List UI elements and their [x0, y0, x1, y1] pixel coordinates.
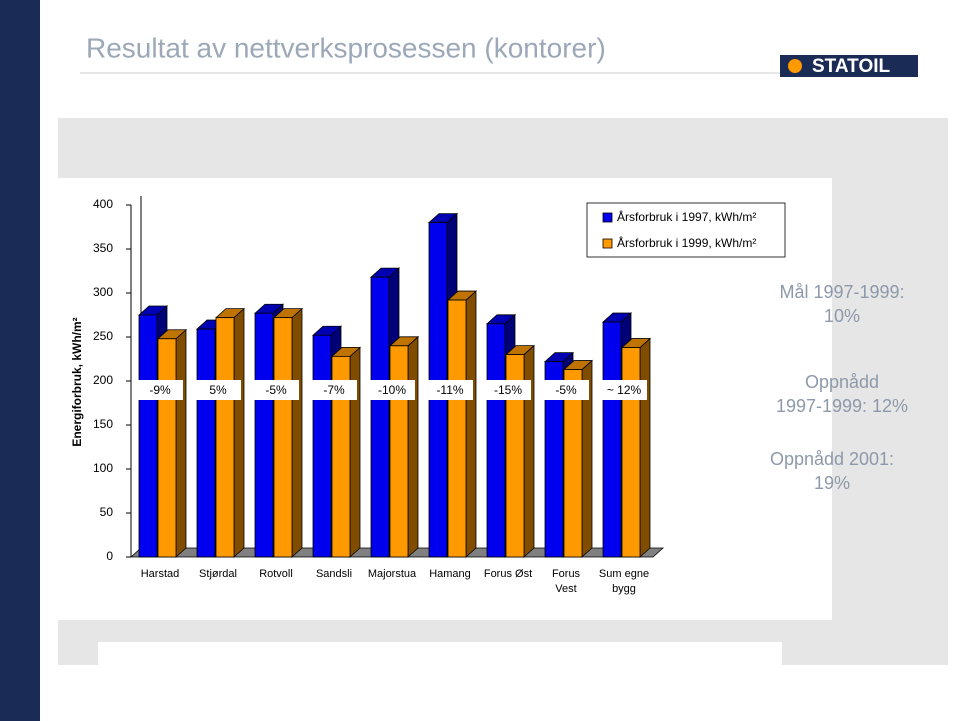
x-tick-label: Forus Øst: [484, 568, 532, 580]
note: Oppnådd 1997-1999: 12%: [776, 372, 908, 416]
bar-front: [563, 369, 583, 558]
bar-side: [639, 337, 651, 558]
bar-front: [389, 345, 409, 558]
bar: [504, 344, 536, 558]
y-tick-label: 250: [93, 329, 113, 343]
y-tick-label: 300: [93, 285, 113, 299]
note: Oppnådd 2001: 19%: [770, 449, 894, 493]
bar-front: [215, 317, 235, 558]
x-tick-label: Stjørdal: [199, 568, 237, 580]
logo-text: STATOIL: [812, 56, 891, 77]
bar: [156, 328, 188, 558]
bar-front: [447, 299, 467, 558]
y-tick-label: 350: [93, 241, 113, 255]
bar-side: [407, 335, 419, 558]
change-box: [369, 380, 415, 400]
bar-side: [523, 344, 535, 558]
bar-side: [175, 328, 187, 558]
change-box: [427, 380, 473, 400]
logo-box: [780, 55, 918, 77]
bar-front: [505, 354, 525, 558]
change-label: -9%: [149, 383, 171, 397]
y-tick-label: 200: [93, 373, 113, 387]
bar-front: [254, 312, 274, 558]
bar-front: [370, 276, 390, 558]
bar: [272, 307, 304, 558]
x-tick-label: Forus Vest: [552, 568, 581, 595]
y-tick-label: 150: [93, 417, 113, 431]
bar-front: [621, 347, 641, 558]
bar-front: [331, 355, 351, 558]
bar-front: [196, 328, 216, 558]
legend-box: [586, 202, 786, 258]
slide-title: Resultat av nettverksprosessen (kontorer…: [86, 32, 606, 63]
bar-side: [349, 346, 361, 558]
bottom-box: [98, 642, 782, 692]
legend-label: Årsforbruk i 1997, kWh/m²: [617, 209, 756, 224]
bar: [330, 346, 362, 558]
change-box: [137, 380, 183, 400]
logo-icon: [788, 59, 802, 73]
bar-side: [465, 290, 477, 558]
bar: [388, 335, 420, 558]
change-box: [311, 380, 357, 400]
bar: [562, 359, 594, 558]
bar-front: [486, 323, 506, 558]
change-label: -7%: [323, 383, 345, 397]
bar: [620, 337, 652, 558]
change-box: [543, 380, 589, 400]
change-label: -5%: [555, 383, 577, 397]
y-tick-label: 50: [100, 505, 114, 519]
bar-front: [273, 317, 293, 558]
note: Mål 1997-1999: 10%: [779, 282, 904, 326]
change-label: -11%: [436, 383, 463, 397]
change-box: [601, 380, 647, 400]
change-label: -5%: [265, 383, 287, 397]
change-label: 5%: [209, 383, 227, 397]
bar-front: [138, 314, 158, 558]
legend-swatch: [602, 238, 613, 249]
x-tick-label: Hamang: [429, 568, 471, 580]
y-tick-label: 0: [106, 549, 113, 563]
bar-front: [312, 334, 332, 558]
x-tick-label: Harstad: [141, 568, 180, 580]
side-strip: [0, 0, 40, 721]
legend: Årsforbruk i 1997, kWh/m² Årsforbruk i 19…: [586, 202, 786, 258]
x-tick-label: Majorstua: [368, 568, 417, 580]
chart: 0 50 100 150 200 250 300 350 400 Harstad -9% Stjørd…: [93, 196, 786, 595]
legend-label: Årsforbruk i 1999, kWh/m²: [617, 235, 756, 250]
bar-front: [157, 338, 177, 558]
change-box: [485, 380, 531, 400]
y-axis-title: Energiforbruk, kWh/m²: [70, 317, 84, 446]
bar-front: [602, 321, 622, 558]
y-tick-label: 100: [93, 461, 113, 475]
change-box: [253, 380, 299, 400]
change-label: -10%: [378, 383, 406, 397]
bar: [446, 290, 478, 558]
x-tick-label: Sandsli: [316, 568, 352, 580]
x-tick-label: Rotvoll: [259, 568, 293, 580]
change-label: ~ 12%: [607, 383, 642, 397]
legend-swatch: [602, 212, 613, 223]
bar-side: [291, 307, 303, 558]
bar-front: [544, 361, 564, 558]
bar-side: [233, 307, 245, 558]
y-tick-label: 400: [93, 197, 113, 211]
change-label: -15%: [494, 383, 522, 397]
bar: [214, 307, 246, 558]
change-box: [195, 380, 241, 400]
x-tick-label: Sum egne bygg: [599, 568, 649, 595]
